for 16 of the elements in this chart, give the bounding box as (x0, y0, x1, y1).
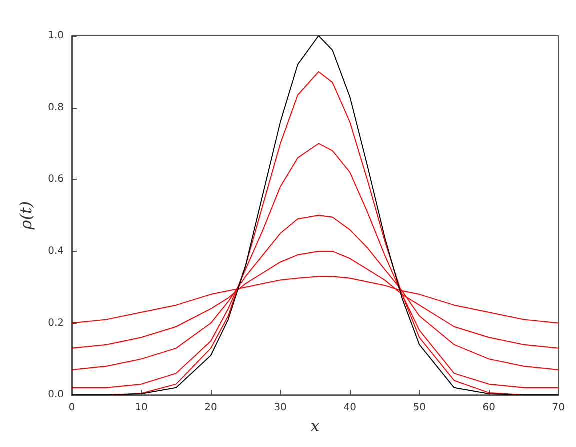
x-tick-label: 0 (68, 402, 76, 414)
x-tick-label: 70 (552, 402, 566, 414)
y-tick-label: 0.8 (48, 102, 64, 114)
x-tick-label: 10 (135, 402, 148, 414)
x-axis-title: x (310, 416, 320, 436)
y-tick-label: 0.6 (48, 174, 64, 186)
x-tick-label: 40 (344, 402, 356, 414)
y-tick-label: 0.2 (48, 318, 64, 329)
x-tick-label: 50 (413, 402, 426, 414)
y-tick-label: 1.0 (48, 30, 64, 42)
x-tick-label: 60 (482, 402, 496, 414)
y-axis-title: ρ(t) (16, 201, 36, 231)
x-tick-label: 30 (274, 402, 287, 414)
y-tick-label: 0.0 (48, 390, 64, 401)
y-tick-label: 0.4 (48, 246, 64, 257)
x-tick-label: 20 (204, 402, 218, 414)
